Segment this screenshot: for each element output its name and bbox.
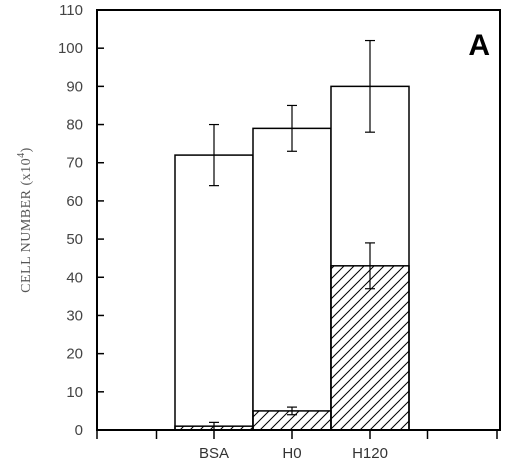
open-bar (174, 154, 254, 431)
y-tick-label: 50 (66, 231, 83, 248)
y-tick-label: 70 (66, 155, 83, 172)
y-axis: 0 10 20 30 40 50 60 70 80 90 100 110 (58, 2, 104, 439)
error-bars-layer (209, 39, 375, 431)
x-axis: BSA H0 H120 (96, 430, 498, 462)
x-category-label: H120 (352, 445, 388, 462)
y-tick-label: 40 (66, 269, 83, 286)
y-axis-label: CELL NUMBER (x104) (16, 147, 34, 293)
panel-label: A (468, 29, 490, 62)
y-tick-label: 30 (66, 307, 83, 324)
x-category-label: BSA (199, 445, 229, 462)
y-axis-label-close: ) (19, 147, 34, 152)
y-tick-label: 110 (59, 2, 83, 19)
y-axis-label-exponent: 4 (16, 152, 27, 158)
open-bar (252, 127, 332, 431)
plot-frame (96, 9, 501, 431)
y-tick-label: 60 (66, 193, 83, 210)
hatched-bar (330, 265, 410, 431)
y-axis-label-main: CELL NUMBER (x10 (19, 158, 34, 293)
y-tick-label: 0 (75, 422, 83, 439)
y-tick-label: 20 (66, 346, 83, 363)
y-tick-label: 80 (66, 117, 83, 134)
y-tick-label: 10 (66, 384, 83, 401)
y-tick-label: 100 (58, 40, 83, 57)
x-category-label: H0 (282, 445, 301, 462)
y-tick-label: 90 (66, 78, 83, 95)
